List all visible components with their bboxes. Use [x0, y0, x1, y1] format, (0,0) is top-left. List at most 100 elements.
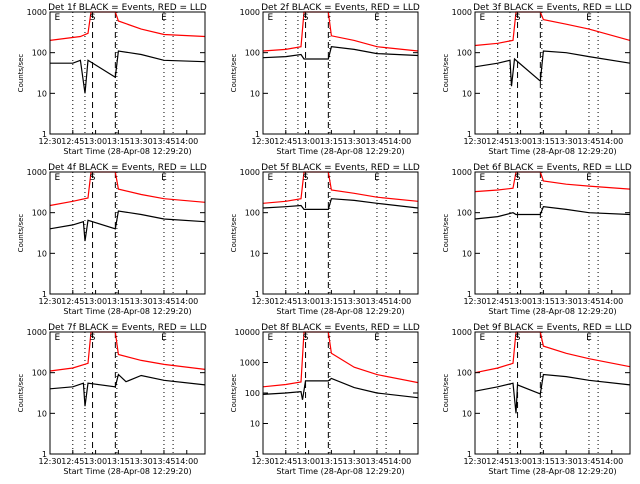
y-tick-label: 10 — [37, 89, 47, 98]
series-line-events — [262, 198, 419, 210]
x-axis-label: Start Time (28-Apr-08 12:29:20) — [276, 467, 404, 476]
annotation-label: E — [54, 13, 60, 23]
x-tick-label: 13:00 — [297, 457, 320, 466]
plot-title: Det 5f BLACK = Events, RED = LLD — [261, 163, 420, 173]
x-tick-label: 13:30 — [343, 137, 366, 146]
x-tick-label: 12:45 — [61, 297, 84, 306]
annotation-label: S — [90, 333, 96, 343]
y-tick-label: 100 — [457, 209, 472, 218]
plot-title: Det 7f BLACK = Events, RED = LLD — [48, 323, 207, 333]
plot-frame — [262, 171, 419, 295]
x-tick-label: 13:45 — [152, 137, 175, 146]
x-tick-label: 12:45 — [61, 457, 84, 466]
plot-frame — [49, 331, 206, 455]
x-tick-label: 13:00 — [84, 457, 107, 466]
y-tick-label: 1 — [467, 290, 472, 299]
annotation-label: S — [303, 13, 309, 23]
y-tick-label: 1 — [467, 130, 472, 139]
annotation-label: E — [267, 13, 273, 23]
y-tick-label: 1000 — [240, 8, 260, 17]
x-tick-label: 14:00 — [388, 297, 411, 306]
x-axis-label: Start Time (28-Apr-08 12:29:20) — [63, 147, 191, 156]
x-tick-label: 12:30 — [38, 137, 61, 146]
x-tick-label: 12:30 — [463, 297, 486, 306]
annotation-label: E — [586, 333, 592, 343]
x-tick-label: 14:00 — [388, 457, 411, 466]
y-tick-label: 10 — [250, 249, 260, 258]
y-tick-label: 10 — [250, 420, 260, 429]
x-tick-label: 13:30 — [343, 457, 366, 466]
plot-frame — [49, 11, 206, 135]
x-tick-label: 13:15 — [532, 137, 555, 146]
x-tick-label: 13:45 — [365, 137, 388, 146]
annotation-label: E — [161, 333, 167, 343]
x-axis-label: Start Time (28-Apr-08 12:29:20) — [276, 307, 404, 316]
plot-title: Det 9f BLACK = Events, RED = LLD — [473, 323, 632, 333]
x-axis-label: Start Time (28-Apr-08 12:29:20) — [488, 307, 616, 316]
x-tick-label: 13:45 — [365, 297, 388, 306]
x-tick-label: 14:00 — [600, 457, 623, 466]
x-tick-label: 14:00 — [388, 137, 411, 146]
x-tick-label: 12:30 — [38, 297, 61, 306]
plot-frame — [49, 171, 206, 295]
x-tick-label: 13:00 — [297, 137, 320, 146]
x-axis-label: Start Time (28-Apr-08 12:29:20) — [63, 467, 191, 476]
x-tick-label: 13:45 — [152, 297, 175, 306]
y-tick-label: 1000 — [452, 328, 472, 337]
plot-frame — [262, 11, 419, 135]
x-tick-label: 13:00 — [509, 457, 532, 466]
annotation-label: E — [374, 333, 380, 343]
y-axis-label: Counts/sec — [230, 54, 238, 93]
x-tick-label: 12:30 — [251, 457, 274, 466]
x-tick-label: 13:15 — [107, 457, 130, 466]
y-tick-label: 1000 — [27, 8, 47, 17]
y-tick-label: 100 — [32, 209, 47, 218]
x-tick-label: 13:15 — [320, 137, 343, 146]
y-tick-label: 10 — [37, 409, 47, 418]
x-tick-label: 12:45 — [61, 137, 84, 146]
annotation-label: S — [303, 173, 309, 183]
y-tick-label: 1 — [42, 290, 47, 299]
annotation-label: E — [479, 173, 485, 183]
y-axis-label: Counts/sec — [442, 374, 450, 413]
x-axis-label: Start Time (28-Apr-08 12:29:20) — [488, 467, 616, 476]
x-tick-label: 13:15 — [532, 297, 555, 306]
y-tick-label: 10 — [462, 249, 472, 258]
y-tick-label: 1000 — [27, 328, 47, 337]
x-tick-label: 13:30 — [130, 297, 153, 306]
y-axis-label: Counts/sec — [230, 374, 238, 413]
y-tick-label: 100 — [457, 369, 472, 378]
plot-title: Det 6f BLACK = Events, RED = LLD — [473, 163, 632, 173]
y-tick-label: 1000 — [452, 8, 472, 17]
x-tick-label: 12:45 — [274, 297, 297, 306]
x-tick-label: 13:00 — [509, 297, 532, 306]
series-line-lld — [262, 11, 419, 52]
annotation-label: S — [303, 333, 309, 343]
y-tick-label: 100 — [32, 49, 47, 58]
x-tick-label: 14:00 — [600, 297, 623, 306]
x-tick-label: 13:15 — [107, 297, 130, 306]
series-line-events — [49, 210, 206, 242]
x-tick-label: 13:45 — [365, 457, 388, 466]
series-line-events — [474, 206, 631, 220]
x-tick-label: 12:45 — [486, 457, 509, 466]
plot-title: Det 2f BLACK = Events, RED = LLD — [261, 3, 420, 13]
y-tick-label: 100 — [457, 49, 472, 58]
series-line-lld — [49, 331, 206, 372]
annotation-label: E — [586, 173, 592, 183]
y-tick-label: 1 — [42, 450, 47, 459]
x-tick-label: 12:30 — [463, 137, 486, 146]
x-tick-label: 14:00 — [600, 137, 623, 146]
x-tick-label: 13:00 — [509, 137, 532, 146]
series-line-events — [474, 373, 631, 414]
plot-title: Det 4f BLACK = Events, RED = LLD — [48, 163, 207, 173]
annotation-label: S — [515, 173, 521, 183]
series-line-events — [474, 50, 631, 87]
x-tick-label: 13:15 — [320, 297, 343, 306]
